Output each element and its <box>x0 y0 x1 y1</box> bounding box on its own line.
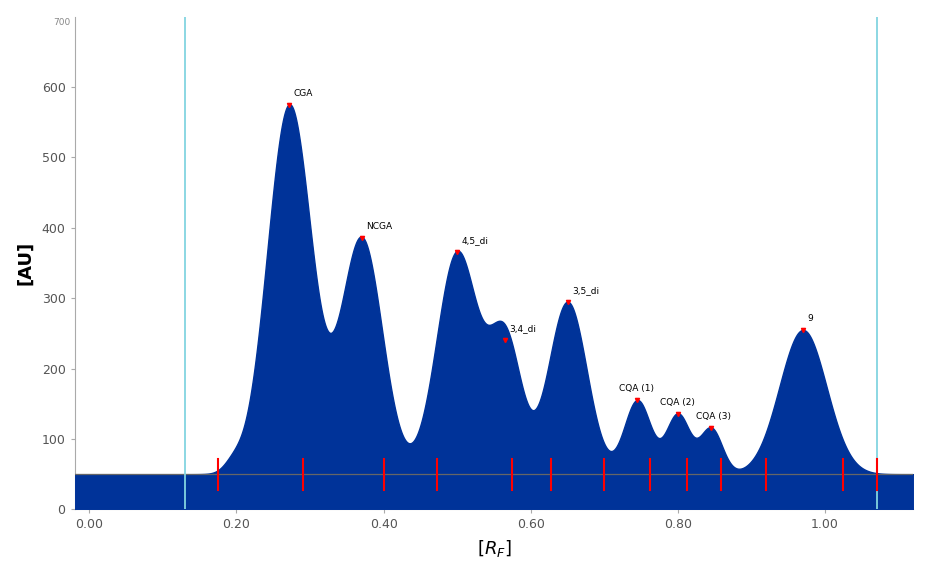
Text: CQA (2): CQA (2) <box>660 398 695 407</box>
Text: NCGA: NCGA <box>366 222 392 232</box>
Text: 9: 9 <box>807 314 813 323</box>
Text: CGA: CGA <box>294 89 313 97</box>
Text: CQA (1): CQA (1) <box>619 384 654 393</box>
X-axis label: [$R_F$]: [$R_F$] <box>476 539 512 559</box>
Text: CQA (3): CQA (3) <box>696 412 731 422</box>
Text: 3,4_di: 3,4_di <box>510 324 537 334</box>
Text: 4,5_di: 4,5_di <box>461 236 488 245</box>
Text: 3,5_di: 3,5_di <box>572 286 599 295</box>
Text: 700: 700 <box>54 18 71 27</box>
Y-axis label: [AU]: [AU] <box>17 241 34 285</box>
